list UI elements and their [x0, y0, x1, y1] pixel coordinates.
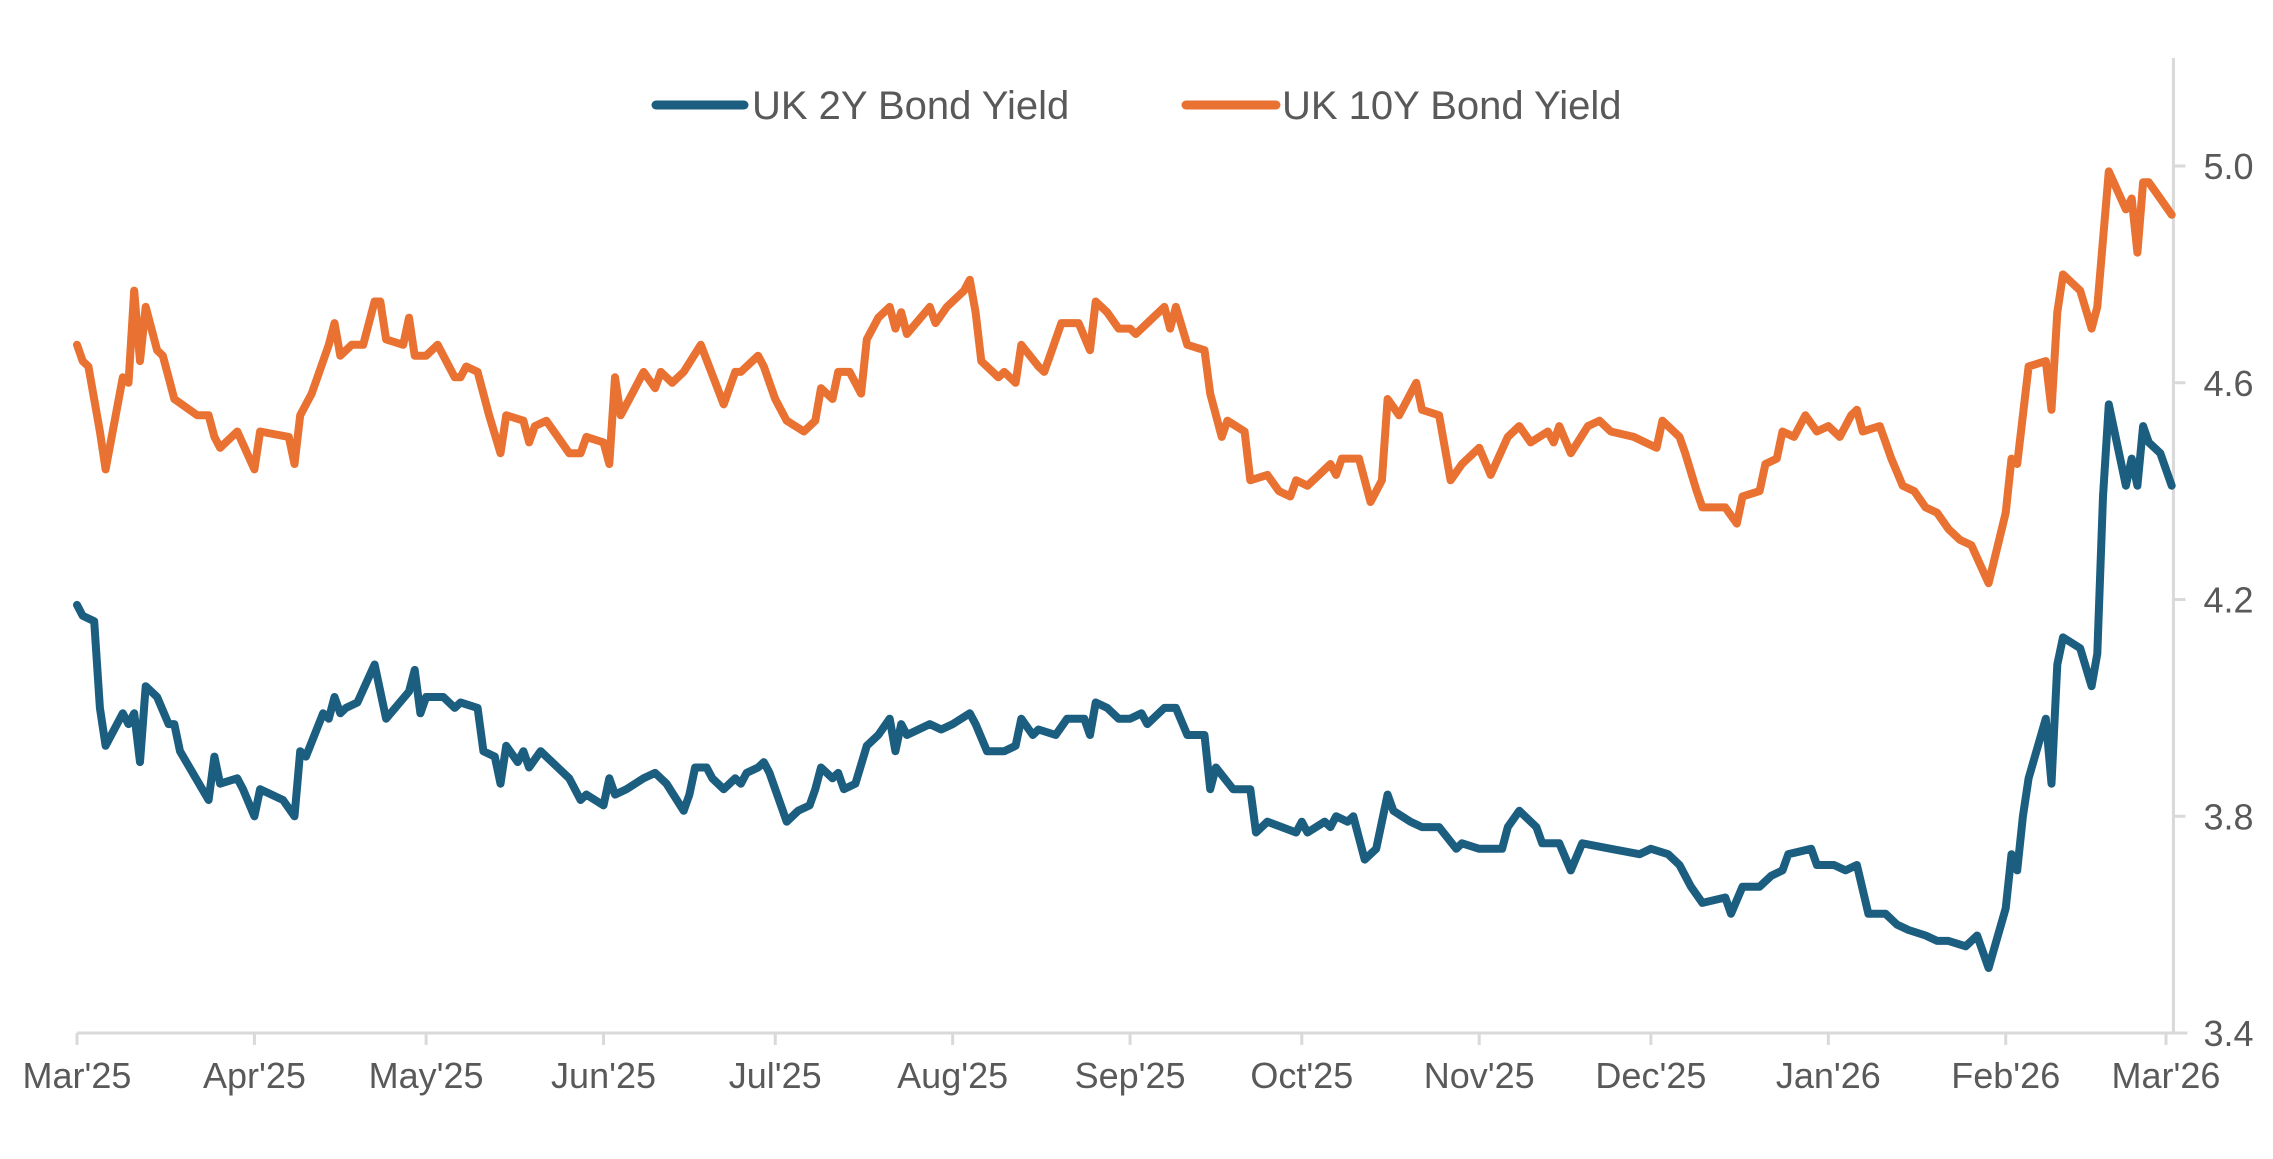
y-axis-ticks: 3.4 3.8 4.2 4.6 5.0: [2173, 146, 2253, 1054]
x-tick-label: Sep'25: [1075, 1055, 1186, 1096]
axes: [77, 58, 2188, 1035]
x-tick-label: Feb'26: [1951, 1055, 2060, 1096]
line-uk-2y: [73, 400, 2176, 972]
series-uk-10y: [73, 167, 2176, 588]
x-tick-label: Jul'25: [729, 1055, 822, 1096]
x-tick-label: Oct'25: [1250, 1055, 1353, 1096]
x-tick-label: Aug'25: [897, 1055, 1008, 1096]
line-uk-10y: [73, 167, 2176, 588]
y-tick-label: 3.4: [2203, 1013, 2253, 1054]
legend: UK 2Y Bond Yield UK 10Y Bond Yield: [651, 84, 1622, 128]
y-tick-label: 4.6: [2203, 363, 2253, 404]
y-tick-label: 5.0: [2203, 146, 2253, 187]
legend-label-10y: UK 10Y Bond Yield: [1282, 84, 1622, 128]
series-uk-2y: [73, 400, 2176, 972]
x-tick-label: Jun'25: [551, 1055, 656, 1096]
legend-label-2y: UK 2Y Bond Yield: [752, 84, 1069, 128]
x-tick-label: May'25: [369, 1055, 484, 1096]
legend-item-2y[interactable]: UK 2Y Bond Yield: [651, 84, 1069, 128]
y-tick-label: 3.8: [2203, 796, 2253, 837]
x-tick-label: Apr'25: [203, 1055, 306, 1096]
x-tick-label: Dec'25: [1595, 1055, 1706, 1096]
y-tick-label: 4.2: [2203, 580, 2253, 621]
legend-item-10y[interactable]: UK 10Y Bond Yield: [1181, 84, 1622, 128]
x-axis-ticks: Mar'25 Apr'25 May'25 Jun'25 Jul'25 Aug'25 Sep'…: [23, 1033, 2221, 1096]
x-tick-label: Nov'25: [1424, 1055, 1535, 1096]
series-layer: [73, 167, 2176, 972]
x-tick-label: Jan'26: [1776, 1055, 1881, 1096]
x-tick-label: Mar'25: [23, 1055, 132, 1096]
x-tick-label: Mar'26: [2112, 1055, 2221, 1096]
